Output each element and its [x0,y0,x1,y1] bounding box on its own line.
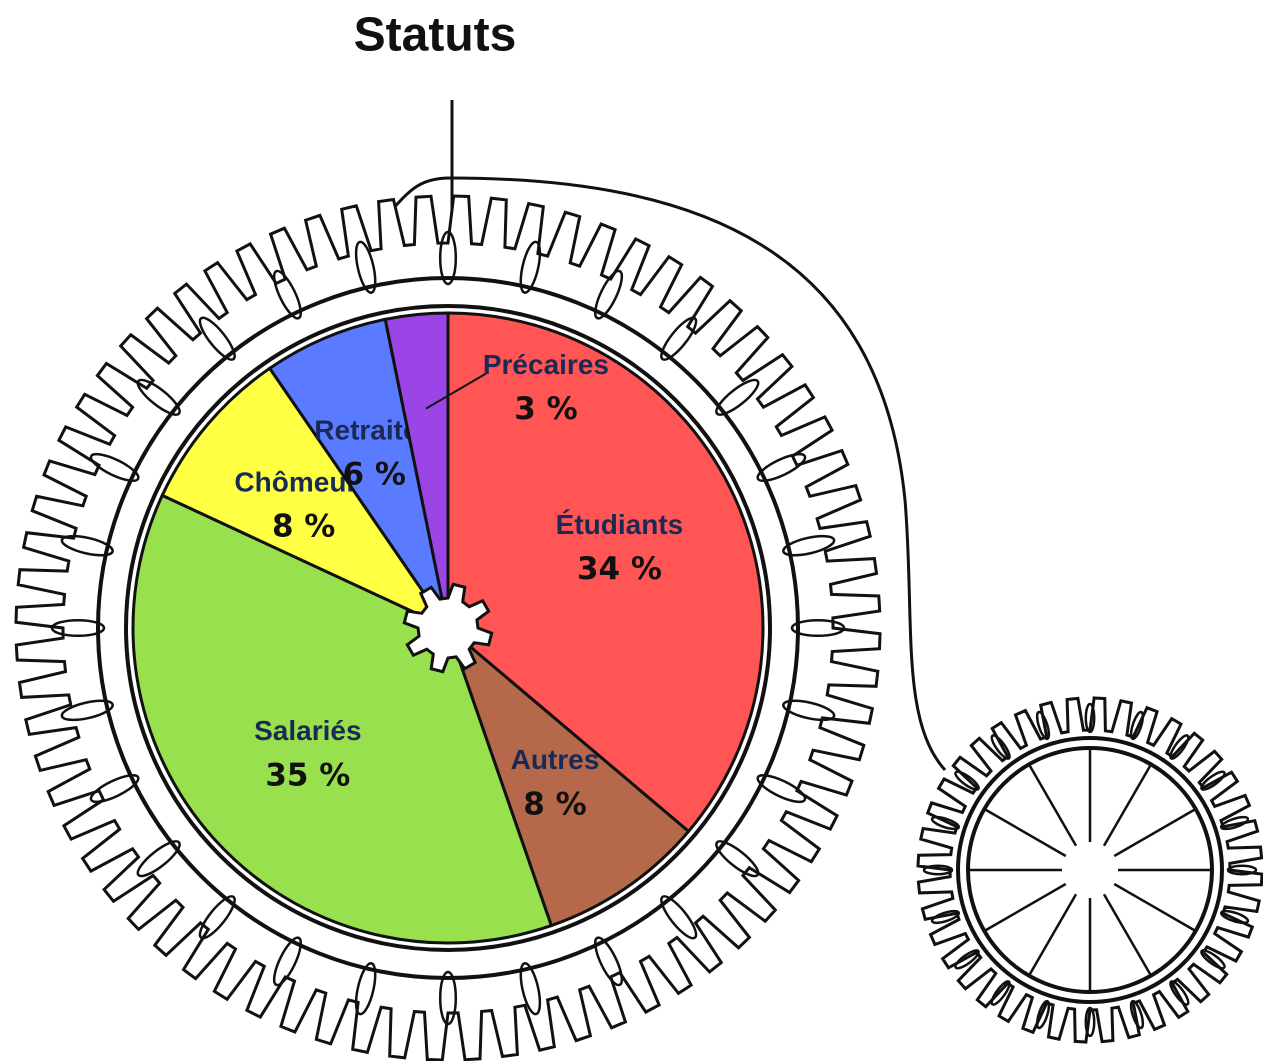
slice-name: Précaires [483,349,609,380]
slice-value: 8 % [272,508,335,544]
slice-value: 3 % [514,391,577,427]
slice-name: Autres [511,744,600,775]
slice-value: 8 % [523,786,586,822]
chart-title: Statuts [354,9,517,62]
slice-value: 35 % [265,757,350,793]
chart: Statuts Étudiants 34 % Autres 8 % Salariés 35… [0,0,1263,1061]
page: Statuts Étudiants 34 % Autres 8 % Salariés 35… [0,0,1263,1061]
slice-name: Salariés [254,715,361,746]
slice-name: Étudiants [556,509,684,540]
slice-value: 6 % [342,456,405,492]
slice-value: 34 % [577,551,662,587]
